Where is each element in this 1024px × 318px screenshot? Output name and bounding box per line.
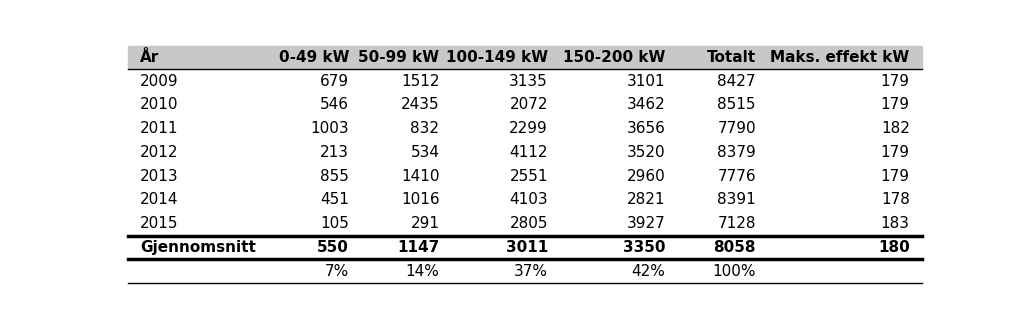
Bar: [128, 141, 922, 164]
Text: 100%: 100%: [713, 264, 756, 279]
Text: 2010: 2010: [140, 97, 178, 112]
Text: 8391: 8391: [717, 192, 756, 207]
Text: 179: 179: [881, 74, 909, 89]
Text: 2821: 2821: [627, 192, 666, 207]
Text: 182: 182: [881, 121, 909, 136]
Text: 1003: 1003: [310, 121, 349, 136]
Text: 3135: 3135: [509, 74, 548, 89]
Text: 7790: 7790: [718, 121, 756, 136]
Text: 179: 179: [881, 169, 909, 183]
Text: 183: 183: [881, 216, 909, 231]
Text: 3011: 3011: [506, 240, 548, 255]
Text: 3656: 3656: [627, 121, 666, 136]
Text: 550: 550: [317, 240, 349, 255]
Text: År: År: [140, 50, 159, 65]
Text: 3927: 3927: [627, 216, 666, 231]
Text: 8379: 8379: [717, 145, 756, 160]
Text: 3101: 3101: [627, 74, 666, 89]
Text: 2012: 2012: [140, 145, 178, 160]
Text: 2299: 2299: [509, 121, 548, 136]
Text: 2009: 2009: [140, 74, 178, 89]
Text: 2072: 2072: [510, 97, 548, 112]
Text: 2435: 2435: [400, 97, 439, 112]
Text: 178: 178: [881, 192, 909, 207]
Text: 0-49 kW: 0-49 kW: [279, 50, 349, 65]
Bar: [128, 188, 922, 212]
Text: 14%: 14%: [406, 264, 439, 279]
Text: 100-149 kW: 100-149 kW: [445, 50, 548, 65]
Text: 180: 180: [878, 240, 909, 255]
Text: 1016: 1016: [400, 192, 439, 207]
Text: 855: 855: [321, 169, 349, 183]
Bar: [128, 164, 922, 188]
Text: 3520: 3520: [627, 145, 666, 160]
Text: 105: 105: [321, 216, 349, 231]
Text: 42%: 42%: [632, 264, 666, 279]
Text: 832: 832: [411, 121, 439, 136]
Bar: [128, 236, 922, 259]
Text: 2960: 2960: [627, 169, 666, 183]
Text: 451: 451: [321, 192, 349, 207]
Text: 3462: 3462: [627, 97, 666, 112]
Bar: [128, 93, 922, 117]
Text: 2015: 2015: [140, 216, 178, 231]
Bar: [128, 45, 922, 69]
Text: 1147: 1147: [397, 240, 439, 255]
Text: 2013: 2013: [140, 169, 178, 183]
Text: 7128: 7128: [718, 216, 756, 231]
Text: 7776: 7776: [718, 169, 756, 183]
Text: 1410: 1410: [401, 169, 439, 183]
Bar: [128, 117, 922, 141]
Text: 213: 213: [321, 145, 349, 160]
Text: 179: 179: [881, 97, 909, 112]
Text: 8058: 8058: [714, 240, 756, 255]
Text: Maks. effekt kW: Maks. effekt kW: [770, 50, 909, 65]
Bar: [128, 212, 922, 236]
Text: 37%: 37%: [514, 264, 548, 279]
Text: 2805: 2805: [510, 216, 548, 231]
Text: 3350: 3350: [623, 240, 666, 255]
Text: 50-99 kW: 50-99 kW: [358, 50, 439, 65]
Text: 8515: 8515: [718, 97, 756, 112]
Text: Totalt: Totalt: [707, 50, 756, 65]
Text: 534: 534: [411, 145, 439, 160]
Bar: [128, 259, 922, 283]
Text: 7%: 7%: [325, 264, 349, 279]
Text: 4112: 4112: [510, 145, 548, 160]
Text: 179: 179: [881, 145, 909, 160]
Text: 2014: 2014: [140, 192, 178, 207]
Text: 546: 546: [321, 97, 349, 112]
Bar: [128, 69, 922, 93]
Text: 1512: 1512: [401, 74, 439, 89]
Text: 291: 291: [411, 216, 439, 231]
Text: 2011: 2011: [140, 121, 178, 136]
Text: 150-200 kW: 150-200 kW: [563, 50, 666, 65]
Text: 679: 679: [319, 74, 349, 89]
Text: 2551: 2551: [510, 169, 548, 183]
Text: Gjennomsnitt: Gjennomsnitt: [140, 240, 256, 255]
Text: 4103: 4103: [509, 192, 548, 207]
Text: 8427: 8427: [718, 74, 756, 89]
